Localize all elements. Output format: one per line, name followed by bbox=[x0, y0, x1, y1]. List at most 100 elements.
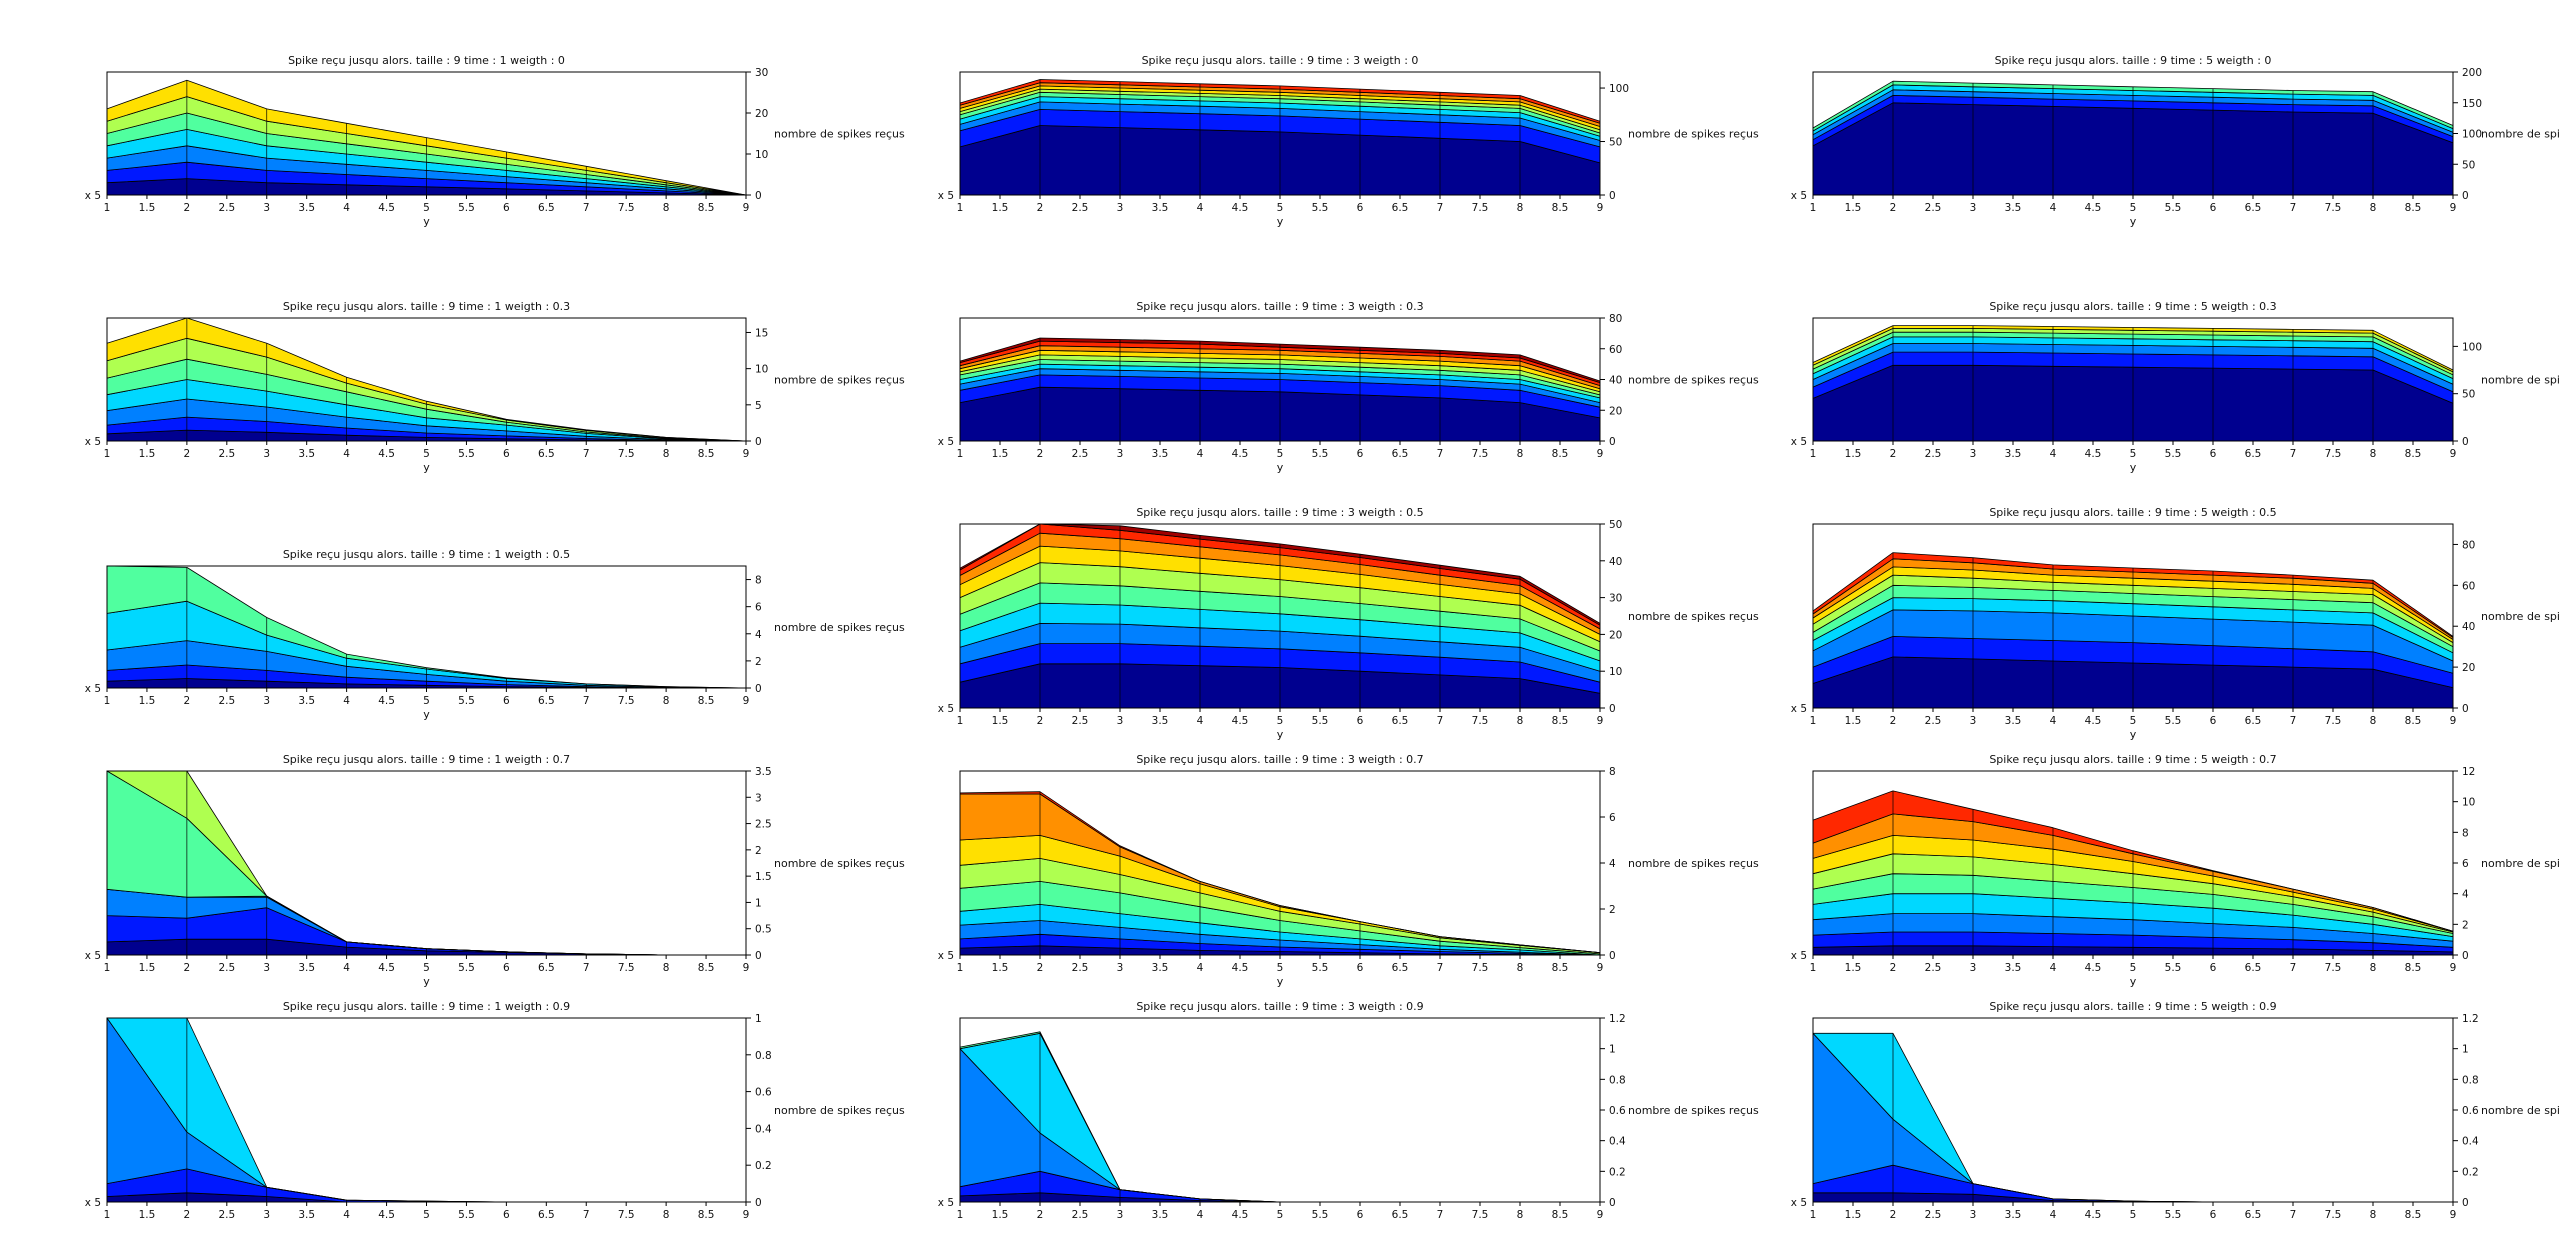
y-tick-label: 6 bbox=[755, 602, 762, 614]
x-tick-label: 7 bbox=[583, 448, 590, 460]
x-tick-label: 1.5 bbox=[992, 962, 1009, 974]
y-tick-label: 0.6 bbox=[1609, 1105, 1626, 1117]
y-tick-label: 0 bbox=[2462, 950, 2469, 962]
x-tick-label: 5.5 bbox=[1312, 202, 1329, 214]
x-tick-label: 9 bbox=[1597, 1209, 1604, 1221]
x-tick-label: 1 bbox=[1810, 448, 1817, 460]
x-tick-label: 2.5 bbox=[1925, 715, 1942, 727]
x-tick-label: 4.5 bbox=[2085, 962, 2102, 974]
y-tick-label: 0 bbox=[2462, 190, 2469, 202]
y-tick-label: 40 bbox=[2462, 621, 2475, 633]
y-tick-label: 2 bbox=[755, 656, 762, 668]
x-tick-label: 7 bbox=[1437, 715, 1444, 727]
x-tick-label: 6.5 bbox=[1392, 202, 1409, 214]
x-tick-label: 9 bbox=[1597, 715, 1604, 727]
x-tick-label: 6 bbox=[503, 695, 510, 707]
x-tick-label: 3.5 bbox=[298, 962, 315, 974]
y-tick-label: 0 bbox=[755, 683, 762, 695]
y-tick-label: 20 bbox=[1609, 629, 1622, 641]
chart-panel-6: Spike reçu jusqu alors. taille : 9 time … bbox=[1791, 300, 2560, 474]
y-axis-label: nombre de spikes reçus bbox=[1628, 857, 1759, 870]
y-axis-label: nombre de spikes reçus bbox=[2481, 128, 2560, 141]
x-tick-label: 3.5 bbox=[1152, 202, 1169, 214]
x-tick-label: 5 bbox=[1277, 202, 1284, 214]
x-tick-label: 1.5 bbox=[992, 715, 1009, 727]
x-tick-label: 5.5 bbox=[458, 1209, 475, 1221]
x-tick-label: 8 bbox=[2370, 202, 2377, 214]
x-tick-label: 2 bbox=[1037, 715, 1044, 727]
x-tick-label: 9 bbox=[743, 695, 750, 707]
y-tick-label: 0.6 bbox=[755, 1087, 772, 1099]
x-tick-label: 9 bbox=[2450, 962, 2457, 974]
x-tick-label: 9 bbox=[743, 202, 750, 214]
x-axis-label: y bbox=[423, 708, 430, 721]
x-tick-label: 7 bbox=[583, 202, 590, 214]
x-tick-label: 8.5 bbox=[1552, 962, 1569, 974]
y-tick-label: 4 bbox=[1609, 858, 1616, 870]
y-tick-label: 10 bbox=[1609, 666, 1622, 678]
x-tick-label: 2.5 bbox=[218, 695, 235, 707]
corner-axis-marker: x 5 bbox=[938, 190, 954, 202]
x-tick-label: 8.5 bbox=[1552, 448, 1569, 460]
x-tick-label: 7 bbox=[583, 962, 590, 974]
y-tick-label: 150 bbox=[2462, 98, 2482, 110]
y-tick-label: 0.2 bbox=[2462, 1166, 2479, 1178]
x-tick-label: 2 bbox=[1037, 202, 1044, 214]
y-tick-label: 50 bbox=[2462, 159, 2475, 171]
x-tick-label: 8.5 bbox=[698, 202, 715, 214]
x-tick-label: 6.5 bbox=[2245, 962, 2262, 974]
x-tick-label: 8 bbox=[663, 448, 670, 460]
x-tick-label: 8.5 bbox=[1552, 202, 1569, 214]
x-tick-label: 1 bbox=[1810, 715, 1817, 727]
x-tick-label: 1.5 bbox=[1845, 962, 1862, 974]
corner-axis-marker: x 5 bbox=[1791, 436, 1807, 448]
x-tick-label: 1 bbox=[1810, 202, 1817, 214]
x-tick-label: 2 bbox=[184, 962, 191, 974]
x-tick-label: 1.5 bbox=[992, 1209, 1009, 1221]
x-tick-label: 6 bbox=[2210, 962, 2217, 974]
x-tick-label: 5 bbox=[423, 695, 430, 707]
x-tick-label: 4 bbox=[2050, 715, 2057, 727]
x-tick-label: 5 bbox=[1277, 962, 1284, 974]
x-tick-label: 1 bbox=[957, 962, 964, 974]
x-tick-label: 2.5 bbox=[218, 448, 235, 460]
x-tick-label: 7.5 bbox=[618, 448, 635, 460]
y-tick-label: 2 bbox=[755, 845, 762, 857]
x-tick-label: 2.5 bbox=[1925, 202, 1942, 214]
y-tick-label: 0.4 bbox=[755, 1123, 772, 1135]
x-tick-label: 6.5 bbox=[538, 695, 555, 707]
x-tick-label: 2.5 bbox=[1072, 202, 1089, 214]
x-tick-label: 3 bbox=[1117, 1209, 1124, 1221]
x-tick-label: 7 bbox=[2290, 962, 2297, 974]
x-tick-label: 2 bbox=[1890, 202, 1897, 214]
x-tick-label: 6 bbox=[1357, 1209, 1364, 1221]
x-tick-label: 3 bbox=[263, 962, 270, 974]
x-tick-label: 3.5 bbox=[298, 448, 315, 460]
x-tick-label: 7 bbox=[2290, 1209, 2297, 1221]
x-tick-label: 2.5 bbox=[1925, 962, 1942, 974]
y-tick-label: 60 bbox=[1609, 344, 1622, 356]
x-tick-label: 7.5 bbox=[2325, 962, 2342, 974]
x-tick-label: 7 bbox=[2290, 202, 2297, 214]
x-tick-label: 4.5 bbox=[378, 695, 395, 707]
x-axis-label: y bbox=[1277, 728, 1284, 741]
x-tick-label: 2.5 bbox=[1072, 448, 1089, 460]
x-tick-label: 7.5 bbox=[1472, 202, 1489, 214]
x-tick-label: 8.5 bbox=[1552, 1209, 1569, 1221]
y-tick-label: 0 bbox=[755, 950, 762, 962]
x-tick-label: 9 bbox=[743, 1209, 750, 1221]
x-tick-label: 8 bbox=[1517, 448, 1524, 460]
x-tick-label: 7.5 bbox=[2325, 448, 2342, 460]
x-tick-label: 6 bbox=[503, 202, 510, 214]
x-tick-label: 2.5 bbox=[218, 962, 235, 974]
chart-panel-15: Spike reçu jusqu alors. taille : 9 time … bbox=[1791, 1000, 2560, 1221]
x-tick-label: 5 bbox=[2130, 962, 2137, 974]
x-tick-label: 4 bbox=[343, 695, 350, 707]
x-tick-label: 4 bbox=[1197, 715, 1204, 727]
x-tick-label: 4.5 bbox=[2085, 202, 2102, 214]
x-tick-label: 8 bbox=[663, 695, 670, 707]
x-tick-label: 5 bbox=[1277, 448, 1284, 460]
corner-axis-marker: x 5 bbox=[85, 190, 101, 202]
x-tick-label: 6 bbox=[1357, 962, 1364, 974]
chart-title: Spike reçu jusqu alors. taille : 9 time … bbox=[1136, 506, 1423, 519]
